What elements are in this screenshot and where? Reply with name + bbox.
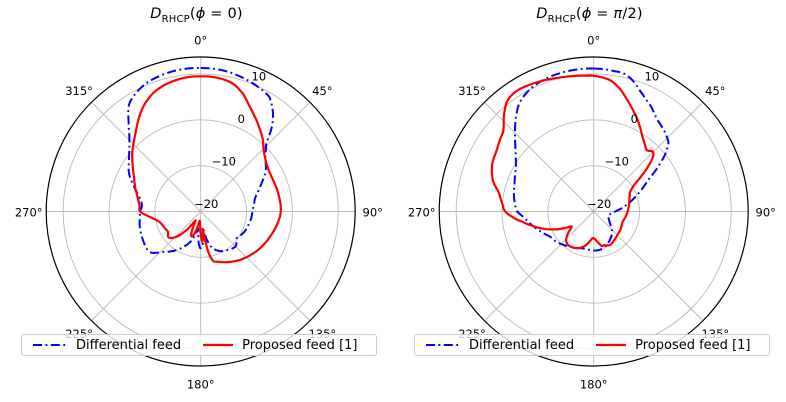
theta-gridline (200, 101, 311, 212)
theta-tick-label: 0° (587, 34, 600, 48)
theta-gridline (484, 211, 595, 322)
title-equals: = (591, 6, 614, 22)
title-value: /2 (622, 6, 637, 22)
theta-gridline (200, 211, 311, 322)
theta-tick-label: 90° (363, 206, 383, 220)
solid-line-icon (596, 343, 627, 347)
r-tick-label: −20 (194, 197, 218, 211)
title-phi: ϕ (195, 6, 206, 22)
theta-tick-label: 270° (15, 206, 43, 220)
r-tick-label: −10 (605, 154, 629, 168)
legend: Differential feed Proposed feed [1] (21, 334, 377, 356)
polar-spine (45, 56, 356, 367)
theta-tick-label: 90° (756, 206, 776, 220)
title-paren-open: ( (575, 6, 582, 22)
title-value-italic: π (613, 6, 623, 22)
theta-tick-label: 45° (705, 84, 725, 98)
legend-label-differential: Differential feed (76, 337, 182, 353)
title-phi: ϕ (581, 6, 592, 22)
theta-gridline (593, 211, 704, 322)
title-symbol: D (536, 6, 548, 22)
legend-item-proposed: Proposed feed [1] (594, 338, 750, 353)
legend-label-proposed: Proposed feed [1] (242, 337, 358, 353)
theta-gridline (593, 101, 704, 212)
title-subscript: RHCP (547, 13, 576, 25)
solid-line-icon (203, 343, 234, 347)
theta-tick-label: 180° (187, 378, 215, 392)
r-tick-label: 0 (631, 112, 638, 126)
legend-item-differential: Differential feed (31, 338, 181, 353)
legend: Differential feed Proposed feed [1] (414, 334, 770, 356)
title-paren-close: ) (236, 6, 243, 22)
r-tick-label: 0 (238, 112, 245, 126)
plot-title-phi0: DRHCP(ϕ = 0) (0, 6, 393, 25)
title-symbol: D (150, 6, 162, 22)
title-value: 0 (227, 6, 237, 22)
r-tick-label: −10 (212, 154, 236, 168)
theta-gridline (91, 101, 202, 212)
legend-label-proposed: Proposed feed [1] (635, 337, 751, 353)
legend-item-proposed: Proposed feed [1] (201, 338, 357, 353)
r-tick-label: 10 (645, 70, 660, 84)
dashdot-line-icon (426, 344, 460, 346)
theta-tick-label: 45° (312, 84, 332, 98)
differential-feed-curve (512, 67, 670, 252)
proposed-feed-curve (131, 75, 282, 264)
plot-title-phi90: DRHCP(ϕ = π/2) (393, 6, 786, 25)
title-equals: = (205, 6, 228, 22)
dashdot-line-icon (33, 344, 67, 346)
r-tick-label: 10 (252, 70, 267, 84)
legend-label-differential: Differential feed (469, 337, 575, 353)
theta-tick-label: 180° (580, 378, 608, 392)
theta-tick-label: 315° (65, 84, 93, 98)
polar-spine (438, 56, 749, 367)
proposed-feed-curve (490, 74, 655, 250)
polar-plot-1: 0°45°90°135°180°225°270°315°100−10−20 (408, 34, 776, 392)
theta-gridline (484, 101, 595, 212)
r-tick-label: −20 (587, 197, 611, 211)
theta-tick-label: 0° (194, 34, 207, 48)
theta-tick-label: 315° (458, 84, 486, 98)
title-subscript: RHCP (161, 13, 190, 25)
title-paren-open: ( (189, 6, 196, 22)
theta-gridline (91, 211, 202, 322)
title-paren-close: ) (636, 6, 643, 22)
theta-tick-label: 270° (408, 206, 436, 220)
legend-item-differential: Differential feed (424, 338, 574, 353)
